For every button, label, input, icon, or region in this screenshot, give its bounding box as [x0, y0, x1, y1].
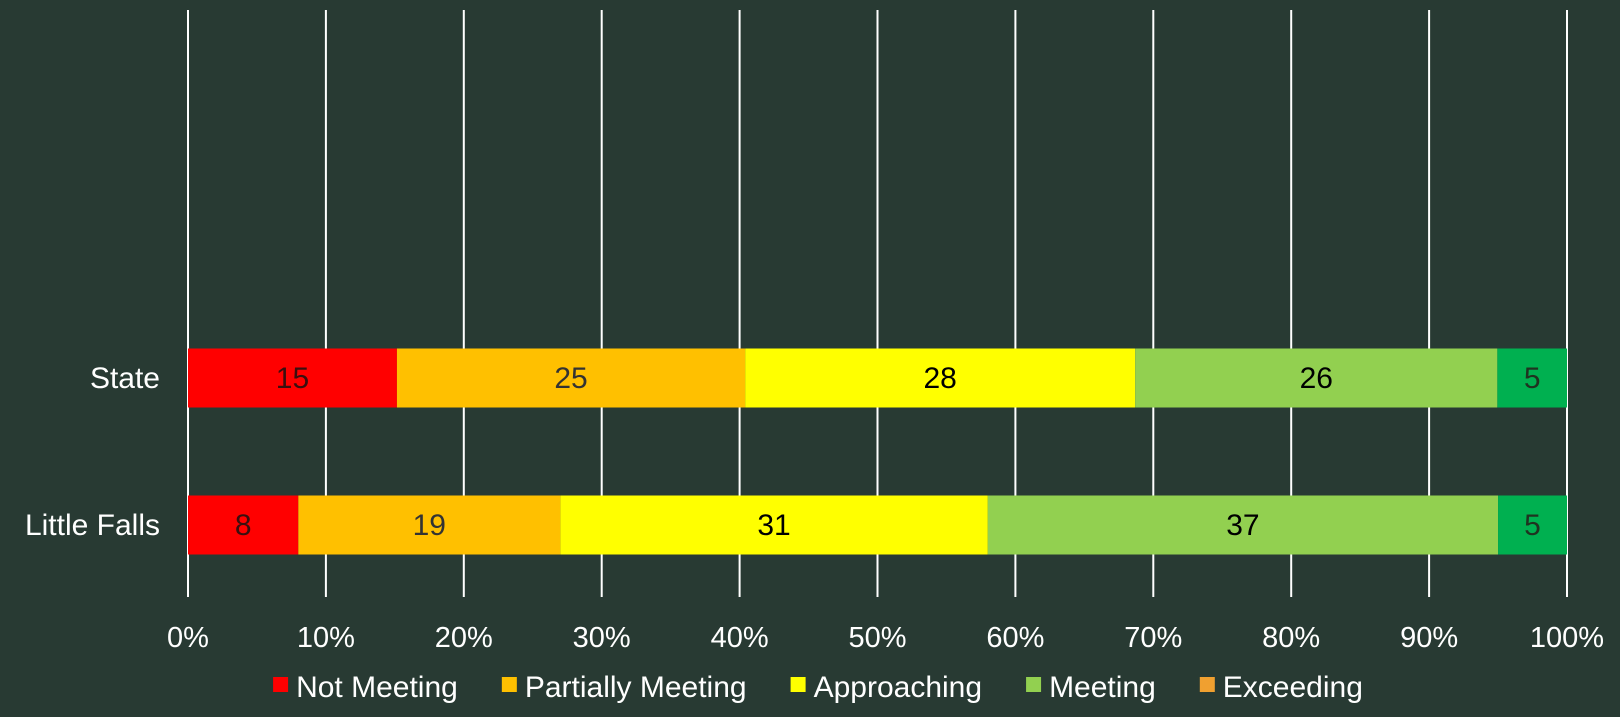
- category-label: State: [90, 362, 160, 395]
- x-tick-label: 40%: [711, 622, 769, 654]
- bar-segment: [1498, 495, 1567, 555]
- legend-swatch: [1199, 677, 1215, 692]
- legend-label: Approaching: [814, 671, 982, 704]
- bar-segment: [188, 495, 299, 555]
- x-tick-label: 60%: [986, 622, 1044, 654]
- bar-segment: [1135, 348, 1498, 408]
- bar-segment: [987, 495, 1499, 555]
- bar-segment: [560, 495, 988, 555]
- category-labels: State Little Falls: [25, 362, 160, 542]
- legend-swatch: [1026, 677, 1042, 692]
- x-tick-label: 100%: [1530, 622, 1604, 654]
- category-label: Little Falls: [25, 509, 160, 542]
- data-label: 19: [413, 509, 446, 542]
- bar-segment: [745, 348, 1136, 408]
- bar-segment: [1497, 348, 1567, 408]
- bar-segment: [396, 348, 746, 408]
- data-label: 25: [554, 362, 587, 395]
- data-label: 28: [923, 362, 956, 395]
- x-tick-label: 50%: [848, 622, 906, 654]
- legend-label: Exceeding: [1223, 671, 1363, 704]
- x-tick-label: 30%: [573, 622, 631, 654]
- legend-swatch: [273, 677, 289, 692]
- x-tick-label: 20%: [435, 622, 493, 654]
- x-tick-label: 90%: [1400, 622, 1458, 654]
- legend: Not Meeting Partially Meeting Approaching M…: [273, 671, 1363, 704]
- data-label: 5: [1524, 362, 1541, 395]
- data-label: 15: [276, 362, 309, 395]
- data-label: 37: [1226, 509, 1259, 542]
- data-label: 26: [1300, 362, 1333, 395]
- data-label: 5: [1524, 509, 1541, 542]
- data-label: 31: [757, 509, 790, 542]
- x-tick-label: 10%: [297, 622, 355, 654]
- bar-segment: [298, 495, 561, 555]
- x-tick-label: 0%: [167, 622, 209, 654]
- legend-label: Meeting: [1049, 671, 1156, 704]
- bar-segment: [188, 348, 397, 408]
- x-tick-label: 80%: [1262, 622, 1320, 654]
- legend-label: Not Meeting: [296, 671, 458, 704]
- legend-swatch: [501, 677, 517, 692]
- x-tick-label: 70%: [1124, 622, 1182, 654]
- bars: 15 25 28 26 5 8 19 31 37 5: [188, 348, 1567, 555]
- legend-label: Partially Meeting: [525, 671, 747, 704]
- legend-swatch: [790, 677, 806, 692]
- data-label: 8: [235, 509, 252, 542]
- x-axis-ticks: 0% 10% 20% 30% 40% 50% 60% 70% 80% 90% 100%: [167, 622, 1604, 654]
